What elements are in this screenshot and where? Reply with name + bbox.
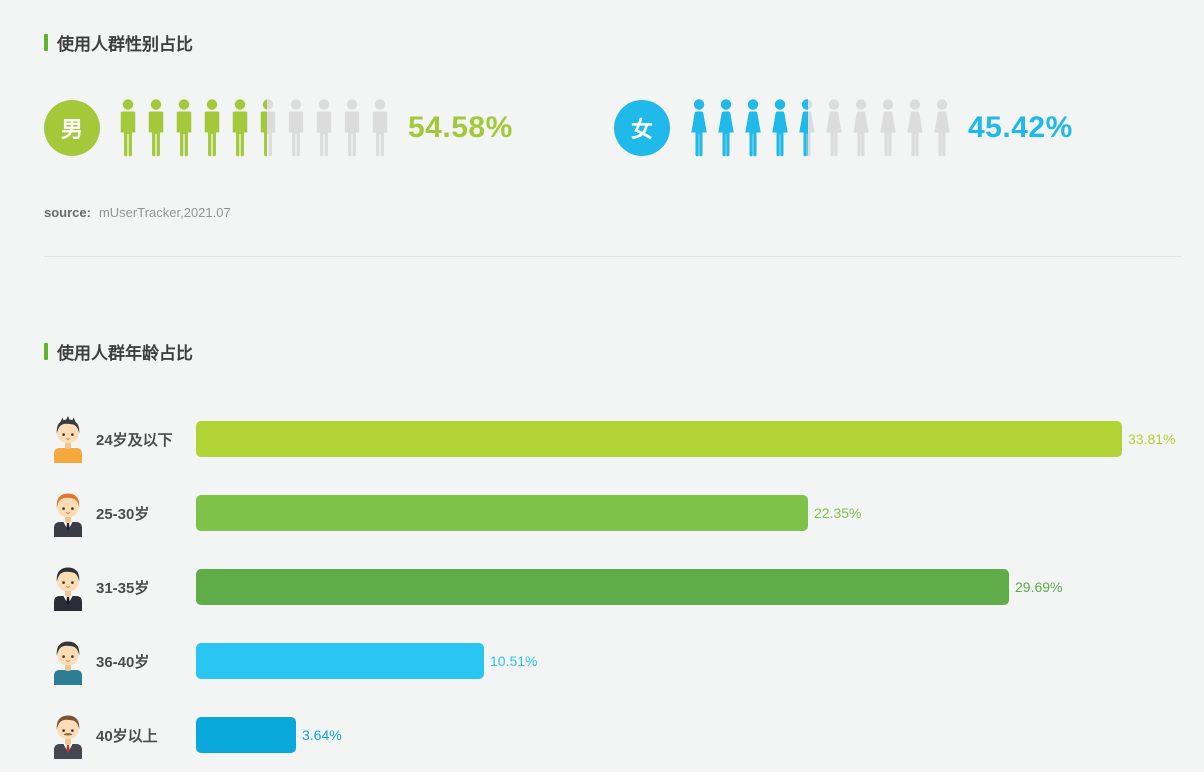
age-category-label: 25-30岁 <box>96 505 150 523</box>
male-pictograph <box>118 99 398 157</box>
source-value: mUserTracker,2021.07 <box>98 205 231 220</box>
bar-track: 33.81% <box>196 421 1182 457</box>
female-person-icon <box>931 99 953 157</box>
mustache-man-suit-icon <box>50 711 88 759</box>
male-person-icon <box>174 99 194 157</box>
male-person-icon <box>118 99 138 157</box>
bar-track: 3.64% <box>196 717 1182 753</box>
man-teal-shirt-icon <box>50 637 88 685</box>
source-line: source: mUserTracker,2021.07 <box>44 205 1182 220</box>
age-row: 24岁及以下 33.81% <box>44 402 1182 476</box>
male-person-icon <box>370 99 390 157</box>
male-person-icon <box>146 99 166 157</box>
title-marker-icon <box>44 343 48 360</box>
age-bar <box>196 643 484 679</box>
bar-value-label: 22.35% <box>814 505 862 521</box>
female-person-icon <box>796 99 818 157</box>
age-bar <box>196 717 296 753</box>
age-row: 25-30岁 22.35% <box>44 476 1182 550</box>
female-person-icon <box>823 99 845 157</box>
title-marker-icon <box>44 34 48 51</box>
section-divider <box>44 256 1182 257</box>
female-person-icon <box>769 99 791 157</box>
gender-chart: 男 54.58% 女 45.42% <box>44 99 1182 157</box>
black-hair-man-suit-icon <box>50 563 88 611</box>
female-person-icon <box>850 99 872 157</box>
age-section-title: 使用人群年龄占比 <box>44 339 1182 364</box>
bar-value-label: 3.64% <box>302 727 342 743</box>
gender-title-text: 使用人群性别占比 <box>57 35 193 54</box>
female-pictograph <box>688 99 958 157</box>
male-person-icon <box>202 99 222 157</box>
female-person-icon <box>742 99 764 157</box>
male-person-icon <box>258 99 278 157</box>
bar-track: 10.51% <box>196 643 1182 679</box>
female-person-icon <box>877 99 899 157</box>
age-bar <box>196 569 1009 605</box>
female-person-icon <box>688 99 710 157</box>
source-label: source: <box>44 205 91 220</box>
male-person-icon <box>286 99 306 157</box>
age-bar <box>196 421 1122 457</box>
bar-value-label: 10.51% <box>490 653 538 669</box>
age-category-label: 31-35岁 <box>96 579 150 597</box>
male-percent-value: 54.58% <box>408 111 513 144</box>
age-row: 31-35岁 29.69% <box>44 550 1182 624</box>
bar-track: 22.35% <box>196 495 1182 531</box>
age-row: 40岁以上 3.64% <box>44 698 1182 772</box>
gender-section-title: 使用人群性别占比 <box>44 0 1182 55</box>
age-title-text: 使用人群年龄占比 <box>57 344 193 363</box>
bar-value-label: 33.81% <box>1128 431 1176 447</box>
bar-track: 29.69% <box>196 569 1182 605</box>
male-panel: 男 54.58% <box>44 99 614 157</box>
orange-hair-man-suit-icon <box>50 489 88 537</box>
female-percent-value: 45.42% <box>968 111 1073 144</box>
male-person-icon <box>342 99 362 157</box>
bar-value-label: 29.69% <box>1015 579 1063 595</box>
female-panel: 女 45.42% <box>614 99 1073 157</box>
female-badge: 女 <box>614 100 670 156</box>
young-man-orange-shirt-icon <box>50 415 88 463</box>
age-category-label: 24岁及以下 <box>96 431 173 449</box>
age-row: 36-40岁 10.51% <box>44 624 1182 698</box>
age-category-label: 36-40岁 <box>96 653 150 671</box>
male-badge: 男 <box>44 100 100 156</box>
age-bar-chart: 24岁及以下 33.81% 25-30岁 22.35% 31-35岁 29.69… <box>44 402 1182 772</box>
male-person-icon <box>230 99 250 157</box>
female-person-icon <box>904 99 926 157</box>
male-person-icon <box>314 99 334 157</box>
female-person-icon <box>715 99 737 157</box>
age-bar <box>196 495 808 531</box>
age-category-label: 40岁以上 <box>96 727 158 745</box>
